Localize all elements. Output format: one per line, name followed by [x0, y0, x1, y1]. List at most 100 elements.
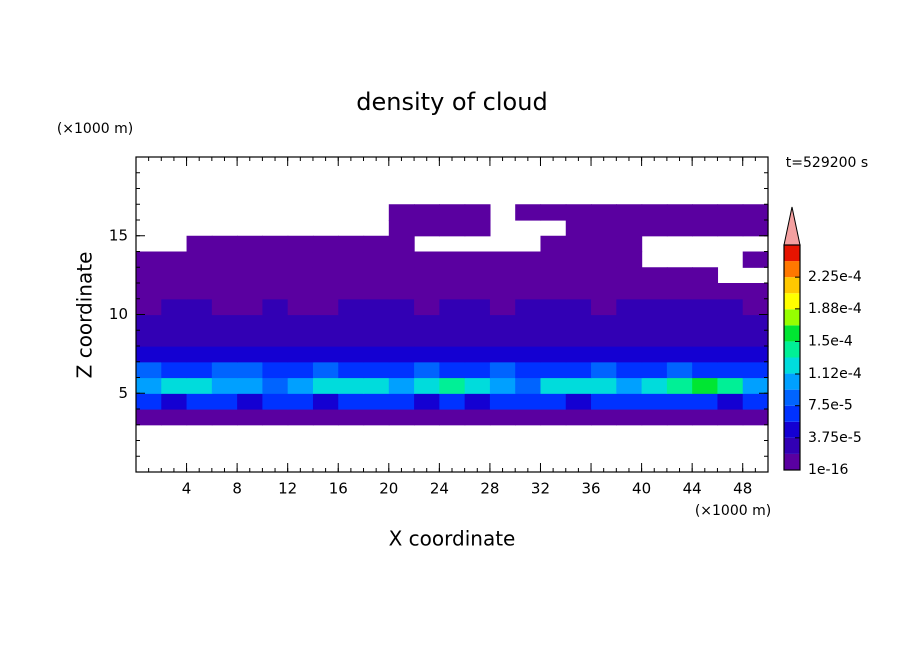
field-cell [338, 314, 365, 331]
field-cell [287, 314, 314, 331]
field-cell [414, 298, 440, 316]
field-cell [186, 346, 213, 363]
field-cell [565, 267, 592, 284]
field-cell [262, 251, 289, 268]
field-cell [363, 393, 390, 410]
colorbar-band [784, 341, 800, 358]
field-cell [186, 361, 213, 379]
field-cell [489, 346, 516, 363]
field-cell [414, 267, 440, 284]
colorbar-tick-label: 1.88e-4 [808, 301, 862, 317]
field-cell [363, 314, 390, 331]
colorbar-tick-label: 3.75e-5 [808, 430, 862, 446]
field-cell [414, 377, 440, 394]
field-cell [338, 346, 365, 363]
field-cell [540, 314, 567, 331]
colorbar-tick-label: 1.5e-4 [808, 333, 853, 349]
field-cell [338, 298, 365, 316]
field-cell [742, 220, 769, 237]
field-cell [616, 298, 643, 316]
field-cell [717, 283, 744, 300]
field-cell [363, 346, 390, 363]
field-cell [136, 377, 162, 394]
field-cell [287, 330, 314, 347]
field-cell [237, 393, 263, 410]
field-cell [388, 220, 415, 237]
field-cell [717, 393, 744, 410]
field-cell [515, 377, 542, 394]
field-cell [717, 204, 744, 221]
field-cell [136, 314, 162, 331]
field-cell [489, 267, 516, 284]
field-cell [489, 298, 516, 316]
field-cell [641, 361, 668, 379]
field-cell [692, 377, 719, 394]
field-cell [717, 361, 744, 379]
field-cell [363, 361, 390, 379]
field-cell [616, 330, 643, 347]
x-tick-label: 32 [531, 480, 550, 498]
field-cell [136, 267, 162, 284]
field-cell [540, 409, 567, 426]
field-cell [262, 409, 289, 426]
field-cell [161, 251, 188, 268]
field-cell [692, 267, 719, 284]
field-cell [388, 330, 415, 347]
colorbar-tick-label: 2.25e-4 [808, 269, 862, 285]
field-cell [388, 393, 415, 410]
field-cell [742, 330, 769, 347]
colorbar-band [784, 437, 800, 454]
field-cell [540, 393, 567, 410]
field-cell [692, 298, 719, 316]
field-cell [136, 393, 162, 410]
field-cell [237, 267, 263, 284]
field-cell [439, 204, 466, 221]
field-cell [591, 330, 617, 347]
field-cell [312, 330, 339, 347]
field-cell [287, 235, 314, 253]
field-cell [211, 298, 238, 316]
x-tick-label: 44 [683, 480, 702, 498]
field-cell [338, 409, 365, 426]
field-cell [388, 235, 415, 253]
y-tick-label: 10 [109, 305, 128, 323]
field-cell [742, 377, 769, 394]
field-cell [666, 393, 693, 410]
field-cell [414, 393, 440, 410]
field-cell [565, 393, 592, 410]
field-cell [161, 346, 188, 363]
field-cell [540, 251, 567, 268]
field-cell [666, 298, 693, 316]
field-cell [641, 377, 668, 394]
field-cell [540, 267, 567, 284]
field-cell [666, 361, 693, 379]
field-cell [237, 361, 263, 379]
field-cell [439, 377, 466, 394]
field-cell [464, 204, 491, 221]
field-cell [211, 361, 238, 379]
field-cell [489, 393, 516, 410]
field-cell [211, 377, 238, 394]
field-cell [388, 346, 415, 363]
field-cell [161, 377, 188, 394]
field-cell [641, 220, 668, 237]
field-cell [641, 314, 668, 331]
field-cell [591, 283, 617, 300]
field-cell [692, 314, 719, 331]
field-cell [363, 283, 390, 300]
field-cell [616, 220, 643, 237]
field-cell [312, 283, 339, 300]
field-cell [515, 314, 542, 331]
field-cell [186, 251, 213, 268]
field-cell [414, 409, 440, 426]
field-cell [312, 361, 339, 379]
field-cell [616, 267, 643, 284]
x-tick-label: 12 [278, 480, 297, 498]
field-cell [464, 330, 491, 347]
field-cell [692, 409, 719, 426]
field-cell [515, 283, 542, 300]
field-cell [312, 377, 339, 394]
field-cell [338, 361, 365, 379]
field-cell [616, 204, 643, 221]
field-cell [363, 330, 390, 347]
